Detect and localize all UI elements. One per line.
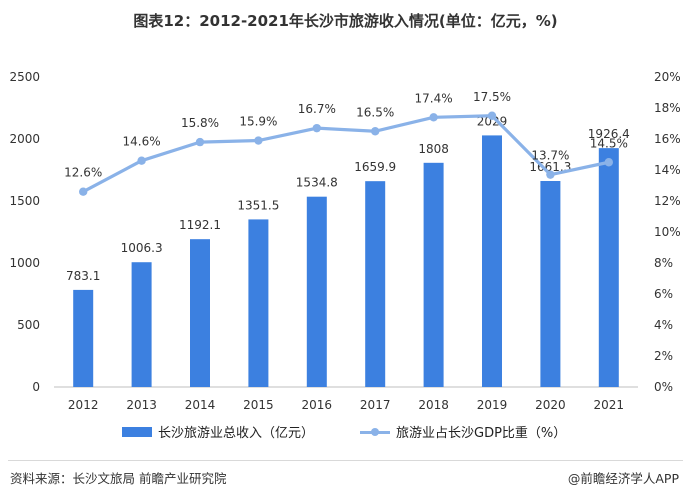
y-left-tick-label: 1000 bbox=[9, 256, 40, 270]
legend-label-gdp-share: 旅游业占长沙GDP比重（%） bbox=[396, 426, 567, 441]
y-left-tick-label: 500 bbox=[17, 318, 40, 332]
y-right-tick-label: 14% bbox=[654, 163, 681, 177]
x-tick-label: 2013 bbox=[126, 398, 157, 412]
x-tick-label: 2012 bbox=[68, 398, 99, 412]
x-tick-label: 2018 bbox=[418, 398, 449, 412]
line-point-2021 bbox=[604, 158, 613, 167]
x-tick-label: 2017 bbox=[360, 398, 391, 412]
chart-title: 图表12：2012-2021年长沙市旅游收入情况(单位：亿元，%) bbox=[133, 12, 558, 30]
legend-item-gdp-share: 旅游业占长沙GDP比重（%） bbox=[360, 422, 566, 441]
bar-2020 bbox=[540, 180, 561, 387]
bar-value-label: 1808 bbox=[418, 142, 449, 156]
line-value-label: 15.8% bbox=[181, 116, 219, 130]
y-right-tick-label: 4% bbox=[654, 318, 673, 332]
line-value-label: 12.6% bbox=[64, 166, 102, 180]
x-tick-label: 2015 bbox=[243, 398, 274, 412]
chart-plot-area: 0 500 1000 1500 2000 2500 0% 2% 4% 6% 8% 10% 12% 14% 1… bbox=[9, 70, 681, 412]
bar-value-label: 1534.8 bbox=[296, 176, 338, 190]
bar-2012 bbox=[73, 289, 94, 387]
line-value-label: 15.9% bbox=[239, 115, 277, 129]
line-value-label: 14.5% bbox=[590, 136, 628, 150]
line-point-2017 bbox=[371, 127, 380, 136]
gdp-share-line bbox=[82, 114, 610, 194]
bar-value-label: 1006.3 bbox=[121, 241, 163, 255]
bar-value-label: 1192.1 bbox=[179, 218, 221, 232]
y-left-tick-label: 1500 bbox=[9, 194, 40, 208]
chart-legend: 长沙旅游业总收入（亿元） 旅游业占长沙GDP比重（%） bbox=[0, 422, 691, 444]
credit-note: @前瞻经济学人APP bbox=[567, 471, 679, 486]
line-value-label: 13.7% bbox=[531, 149, 569, 163]
y-left-tick-label: 0 bbox=[32, 380, 40, 394]
bar-value-label: 1351.5 bbox=[237, 198, 279, 212]
y-right-tick-label: 12% bbox=[654, 194, 681, 208]
line-point-2013 bbox=[137, 156, 146, 165]
line-point-2015 bbox=[254, 136, 263, 145]
x-tick-label: 2014 bbox=[185, 398, 216, 412]
bar-value-label: 783.1 bbox=[66, 269, 100, 283]
bar-2014 bbox=[190, 239, 210, 387]
bar-2016 bbox=[306, 196, 327, 387]
legend-item-revenue: 长沙旅游业总收入（亿元） bbox=[122, 422, 314, 441]
y-right-tick-label: 16% bbox=[654, 132, 681, 146]
line-point-2018 bbox=[429, 113, 438, 122]
bar-value-label: 1659.9 bbox=[354, 160, 396, 174]
y-right-tick-label: 18% bbox=[654, 101, 681, 115]
y-left-tick-label: 2000 bbox=[9, 132, 40, 146]
line-point-2019 bbox=[487, 111, 497, 120]
bar-2019 bbox=[482, 135, 502, 387]
y-right-tick-label: 0% bbox=[654, 380, 673, 394]
y-right-tick-label: 8% bbox=[654, 256, 673, 270]
bar-2021 bbox=[598, 148, 619, 387]
bar-value-label: 1926.4 bbox=[588, 127, 630, 141]
line-point-2014 bbox=[195, 137, 205, 147]
y-right-tick-label: 10% bbox=[654, 225, 681, 239]
source-note: 资料来源：长沙文旅局 前瞻产业研究院 bbox=[10, 471, 227, 486]
legend-line-swatch bbox=[360, 427, 390, 437]
line-value-label: 17.4% bbox=[415, 91, 453, 105]
y-right-tick-label: 20% bbox=[654, 70, 681, 84]
line-value-label: 16.5% bbox=[356, 105, 394, 119]
y-right-tick-label: 2% bbox=[654, 349, 673, 363]
line-value-label: 17.5% bbox=[473, 90, 511, 104]
bar-2017 bbox=[365, 181, 386, 387]
line-value-label: 16.7% bbox=[298, 102, 336, 116]
line-value-label: 14.6% bbox=[123, 135, 161, 149]
y-right-tick-label: 6% bbox=[654, 287, 673, 301]
line-point-2016 bbox=[312, 123, 321, 133]
bar-2015 bbox=[248, 219, 269, 387]
x-tick-label: 2020 bbox=[535, 398, 566, 412]
bar-2018 bbox=[423, 162, 444, 387]
bar-2013 bbox=[131, 262, 152, 387]
line-point-2020 bbox=[546, 170, 555, 179]
legend-label-revenue: 长沙旅游业总收入（亿元） bbox=[158, 426, 315, 441]
footer-divider bbox=[8, 460, 683, 461]
x-tick-label: 2019 bbox=[477, 398, 508, 412]
legend-bar-swatch bbox=[122, 426, 152, 437]
x-tick-label: 2021 bbox=[594, 398, 625, 412]
x-tick-label: 2016 bbox=[302, 398, 333, 412]
y-left-tick-label: 2500 bbox=[9, 70, 40, 84]
line-point-2012 bbox=[79, 187, 88, 196]
